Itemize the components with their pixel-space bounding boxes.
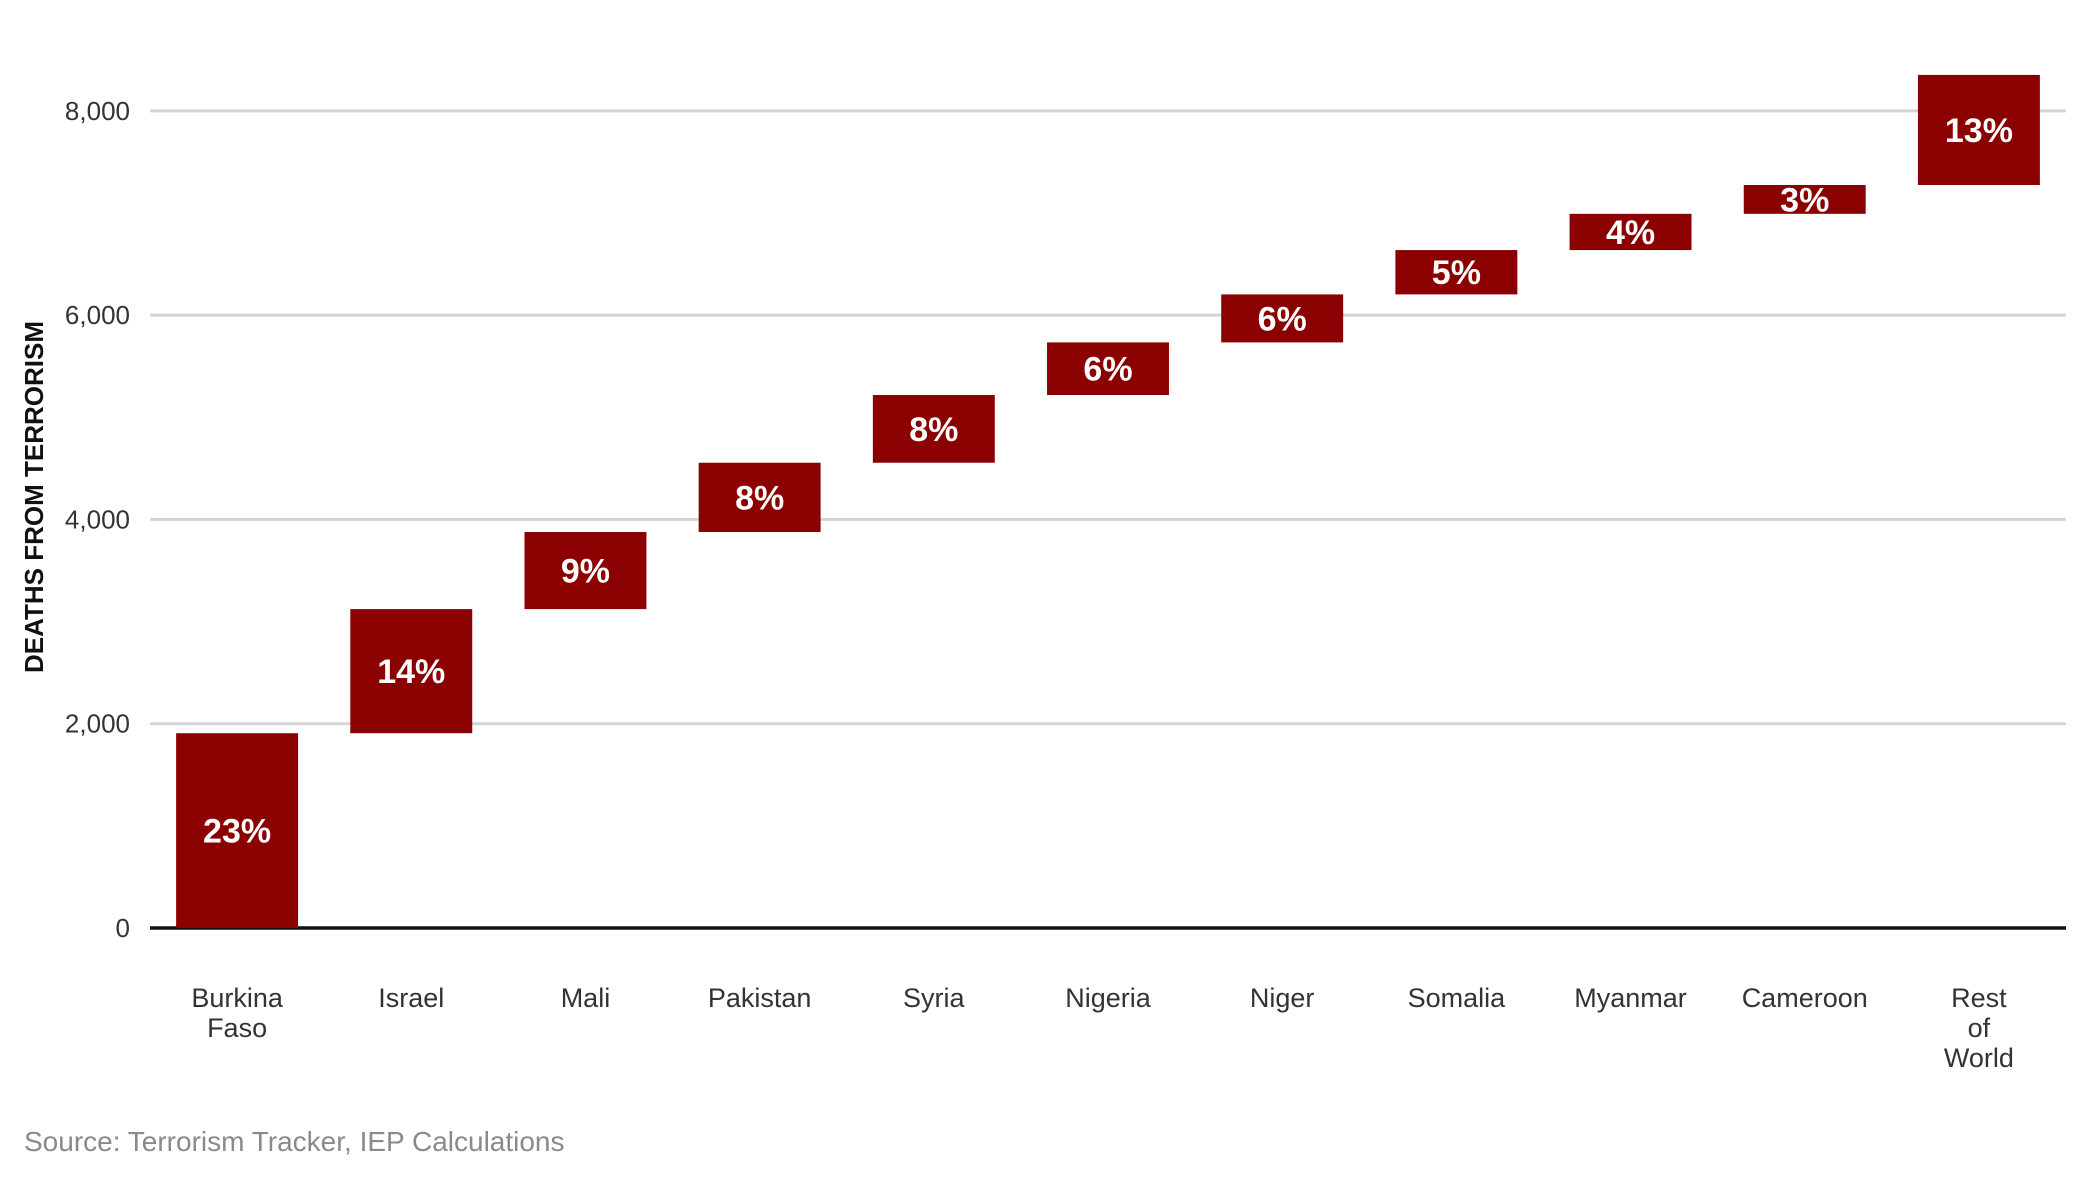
x-category-label: Cameroon <box>1742 983 1868 1013</box>
source-note: Source: Terrorism Tracker, IEP Calculati… <box>24 1126 565 1157</box>
bar-value-label: 3% <box>1780 181 1829 219</box>
bar-value-label: 6% <box>1083 351 1132 389</box>
bar-value-label: 8% <box>735 479 784 517</box>
x-category-label: Myanmar <box>1574 983 1687 1013</box>
y-tick-label: 0 <box>116 913 130 943</box>
x-category-label: Israel <box>378 983 444 1013</box>
bar <box>698 462 821 532</box>
gridlines <box>150 109 2066 930</box>
y-tick-label: 6,000 <box>65 300 130 330</box>
x-category-label: Somalia <box>1408 983 1507 1013</box>
bar <box>350 609 473 734</box>
bar-value-label: 23% <box>203 813 271 851</box>
bar <box>1221 294 1344 343</box>
bar <box>872 395 995 463</box>
bar-value-label: 14% <box>377 653 445 691</box>
x-category-label: Mali <box>561 983 611 1013</box>
x-category-label: Nigeria <box>1065 983 1152 1013</box>
x-axis-category-labels: Burkina Faso Israel Mali Pakistan Syria Nigeri… <box>191 983 2014 1073</box>
y-axis-tick-labels: 0 2,000 4,000 6,000 8,000 <box>65 96 130 943</box>
bar-value-label: 13% <box>1945 112 2013 150</box>
x-category-label: Niger <box>1250 983 1315 1013</box>
x-category-label: Pakistan <box>708 983 812 1013</box>
bars: 23% 14% 9% 8% 8% 6% 6% 5% 4% 3% 13% <box>176 74 2040 928</box>
bar-value-label: 6% <box>1258 300 1307 338</box>
bar <box>524 531 647 610</box>
y-tick-label: 2,000 <box>65 709 130 739</box>
x-category-label: Rest of World <box>1944 983 2014 1073</box>
bar <box>1047 342 1169 396</box>
bar <box>1569 213 1692 251</box>
bar-value-label: 8% <box>909 411 958 449</box>
x-category-label: Syria <box>903 983 965 1013</box>
y-tick-label: 8,000 <box>65 96 130 126</box>
bar <box>1917 74 2040 186</box>
y-tick-label: 4,000 <box>65 504 130 534</box>
bar <box>1395 250 1518 295</box>
bar-value-label: 9% <box>561 553 610 591</box>
y-axis-title: DEATHS FROM TERRORISM <box>19 321 49 673</box>
x-category-label: Burkina Faso <box>191 983 284 1043</box>
bar <box>176 733 299 928</box>
bar-value-label: 5% <box>1432 254 1481 292</box>
bar-value-label: 4% <box>1606 214 1655 252</box>
bar <box>1743 185 1866 214</box>
